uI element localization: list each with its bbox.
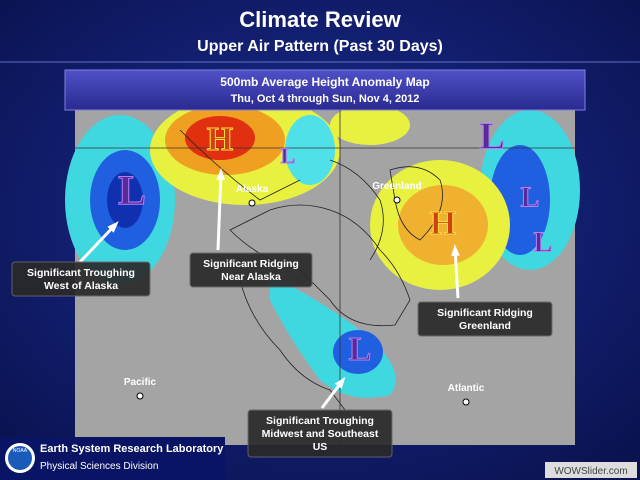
pressure-center: L	[118, 169, 146, 215]
graticule	[75, 108, 575, 445]
watermark-box	[545, 462, 637, 478]
anomaly-high	[185, 116, 255, 160]
map-title-bar	[64, 69, 586, 111]
callout-text: Significant Ridging	[437, 307, 533, 319]
place-dot	[248, 199, 256, 207]
division-name: Physical Sciences Division	[40, 461, 158, 472]
callout-box	[247, 409, 393, 458]
callout-text: Near Alaska	[221, 271, 281, 283]
logo-inner	[8, 446, 32, 470]
pressure-center: L	[281, 143, 296, 168]
arrow	[78, 222, 118, 264]
place-dot	[393, 196, 401, 204]
lab-name: Earth System Research Laboratory	[40, 443, 224, 455]
places: Alaska Greenland Pacific Atlantic	[124, 181, 485, 406]
anomaly-low	[285, 115, 335, 185]
place-dot	[462, 398, 470, 406]
footer	[0, 437, 225, 480]
callout-box	[11, 261, 151, 297]
callout-box	[189, 252, 313, 288]
arrow-head	[216, 168, 226, 181]
arrow-head	[107, 221, 119, 233]
anomaly-high	[330, 105, 410, 145]
place-label: Pacific	[124, 377, 157, 388]
pressure-center: L	[349, 331, 372, 368]
anomaly-low	[333, 330, 383, 374]
map-title: 500mb Average Height Anomaly Map	[220, 75, 429, 89]
logo-text: NOAA	[13, 448, 28, 454]
callout-box	[417, 301, 553, 337]
arrow	[453, 247, 460, 299]
slide-subtitle: Upper Air Pattern (Past 30 Days)	[197, 38, 443, 55]
place-label: Atlantic	[448, 383, 485, 394]
anomaly-high	[398, 185, 488, 265]
callout-text: Significant Ridging	[203, 258, 299, 270]
callout-text: Midwest and Southeast	[262, 428, 379, 440]
callout-text: West of Alaska	[44, 280, 118, 292]
callout-text: Significant Troughing	[266, 415, 374, 427]
callout-text: Significant Troughing	[27, 267, 135, 279]
place-label: Alaska	[236, 184, 269, 195]
arrow	[216, 171, 223, 251]
pressure-center: H	[430, 205, 456, 242]
pressure-center: L	[479, 116, 504, 158]
watermark: WOWSlider.com	[554, 466, 627, 477]
anomaly-low	[107, 172, 143, 228]
place-label: Greenland	[372, 181, 421, 192]
arrow-head	[451, 244, 460, 257]
callout-text: Greenland	[459, 320, 511, 332]
place-dot	[136, 392, 144, 400]
pressure-center: H	[207, 121, 233, 158]
slide-title: Climate Review	[239, 7, 401, 32]
map	[65, 95, 580, 445]
arrow-head	[334, 376, 346, 389]
pressure-center: L	[521, 182, 540, 213]
pressure-center: L	[534, 227, 553, 258]
map-date: Thu, Oct 4 through Sun, Nov 4, 2012	[231, 93, 420, 105]
callout-text: US	[313, 441, 328, 453]
